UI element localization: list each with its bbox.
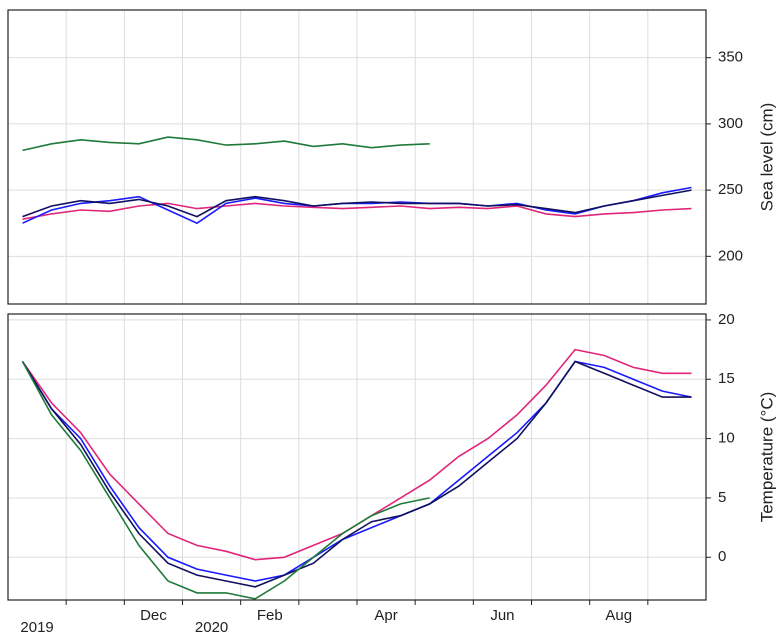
x-tick-label: 2020 bbox=[195, 619, 228, 636]
y-tick-label: 20 bbox=[718, 311, 735, 328]
y-tick-label: 10 bbox=[718, 430, 735, 447]
y-tick-label: 350 bbox=[718, 49, 743, 66]
x-tick-label: Feb bbox=[257, 607, 283, 624]
series-line bbox=[22, 189, 692, 218]
y-tick-label: 250 bbox=[718, 181, 743, 198]
y-tick-label: 0 bbox=[718, 548, 726, 565]
y-tick-label: 5 bbox=[718, 489, 726, 506]
y-axis-label: Temperature (°C) bbox=[757, 392, 776, 523]
series-line bbox=[22, 202, 692, 220]
y-tick-label: 15 bbox=[718, 370, 735, 387]
series-line bbox=[21, 360, 692, 582]
series-line bbox=[21, 360, 692, 588]
x-tick-label: Dec bbox=[140, 607, 167, 624]
series-line bbox=[22, 136, 430, 152]
x-tick-label: 2019 bbox=[20, 619, 53, 636]
plot-frame bbox=[7, 9, 707, 305]
series-line bbox=[21, 361, 430, 600]
y-tick-label: 200 bbox=[718, 247, 743, 264]
x-tick-label: Apr bbox=[374, 607, 397, 624]
y-axis-label: Sea level (cm) bbox=[757, 103, 776, 212]
y-tick-label: 300 bbox=[718, 115, 743, 132]
x-tick-label: Aug bbox=[605, 607, 632, 624]
x-tick-label: Jun bbox=[490, 607, 514, 624]
